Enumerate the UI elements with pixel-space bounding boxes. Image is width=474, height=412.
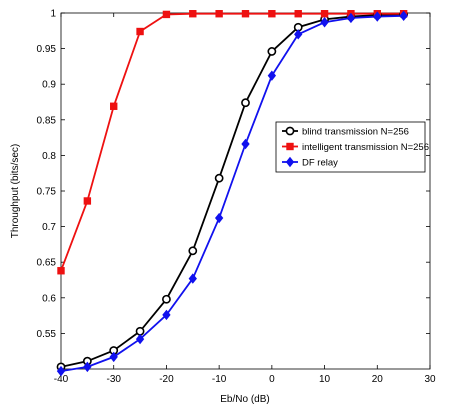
x-axis-title: Eb/No (dB) — [220, 394, 269, 405]
series-line-1 — [60, 12, 404, 272]
y-tick-label: 0.95 — [37, 44, 57, 55]
data-point-diamond — [56, 365, 66, 377]
y-tick-label: 1 — [50, 9, 56, 20]
data-point-diamond — [214, 212, 224, 224]
data-point-square — [83, 197, 92, 205]
data-point-diamond — [188, 273, 197, 284]
data-point-circle — [162, 294, 171, 304]
data-point-square — [286, 142, 294, 151]
data-point-square — [136, 27, 144, 36]
data-point-circle — [241, 98, 250, 108]
legend: blind transmission N=256 intelligent tran… — [275, 121, 429, 173]
data-point-square — [320, 10, 329, 18]
data-point-diamond — [83, 361, 92, 373]
data-point-circle — [188, 246, 198, 256]
y-tick-label: 0.8 — [42, 151, 56, 162]
data-point-diamond — [399, 10, 408, 22]
data-point-diamond — [109, 351, 118, 363]
x-tick-label: 0 — [269, 374, 275, 385]
data-point-circle — [267, 47, 277, 56]
data-point-square — [110, 102, 118, 110]
series-markers — [56, 10, 409, 377]
y-tick-label: 0.75 — [37, 187, 57, 198]
data-point-circle — [285, 126, 295, 136]
data-point-diamond — [373, 11, 382, 22]
data-point-diamond — [241, 138, 250, 150]
legend-label: blind transmission N=256 — [302, 127, 409, 138]
y-axis-title: Throughput (bits/sec) — [10, 144, 21, 239]
data-point-square — [268, 10, 276, 18]
axis-ticks: -40 -30 -20 -10 0 10 20 30 0.55 0.6 0.65 0.7 0.75 0.8… — [37, 9, 436, 386]
data-point-diamond — [285, 156, 295, 168]
data-point-diamond — [346, 12, 356, 24]
y-tick-label: 0.65 — [37, 258, 57, 269]
plot-area — [60, 12, 431, 370]
series-line-2 — [60, 14, 404, 373]
series-line-0 — [60, 13, 404, 368]
series-lines — [60, 12, 404, 373]
y-tick-label: 0.6 — [42, 293, 56, 304]
data-point-diamond — [267, 70, 277, 81]
x-tick-label: -40 — [54, 374, 69, 385]
legend-label: DF relay — [302, 158, 338, 169]
legend-box — [275, 121, 426, 173]
data-point-square — [294, 10, 302, 18]
data-point-square — [162, 10, 171, 19]
data-point-square — [189, 10, 197, 18]
x-tick-label: -10 — [212, 374, 227, 385]
data-point-square — [215, 10, 223, 18]
x-tick-label: -30 — [106, 374, 121, 385]
data-point-diamond — [320, 17, 329, 28]
data-point-circle — [214, 173, 224, 183]
x-tick-label: -20 — [159, 374, 174, 385]
x-tick-label: 20 — [372, 374, 384, 385]
x-tick-label: 30 — [424, 374, 436, 385]
data-point-diamond — [135, 333, 145, 345]
y-tick-label: 0.9 — [42, 80, 56, 91]
y-tick-label: 0.85 — [37, 115, 57, 126]
data-point-circle — [135, 326, 145, 336]
data-point-square — [241, 10, 250, 18]
data-point-diamond — [162, 309, 171, 321]
y-tick-label: 0.55 — [37, 329, 57, 340]
y-tick-label: 0.7 — [42, 222, 56, 233]
data-point-diamond — [294, 29, 303, 40]
legend-label: intelligent transmission N=256 — [302, 142, 429, 153]
x-tick-label: 10 — [319, 374, 331, 385]
data-point-square — [57, 267, 65, 275]
